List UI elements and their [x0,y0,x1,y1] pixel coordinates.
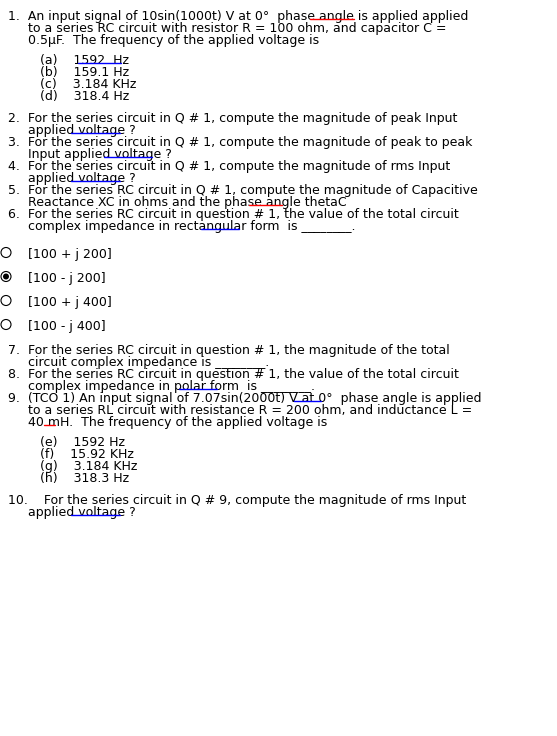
Text: [100 + j 200]: [100 + j 200] [28,248,112,261]
Text: 7.  For the series RC circuit in question # 1, the magnitude of the total: 7. For the series RC circuit in question… [8,344,449,357]
Text: (f)    15.92 KHz: (f) 15.92 KHz [40,448,134,461]
Text: 6.  For the series RC circuit in question # 1, the value of the total circuit: 6. For the series RC circuit in question… [8,208,459,221]
Text: 4.  For the series circuit in Q # 1, compute the magnitude of rms Input: 4. For the series circuit in Q # 1, comp… [8,160,450,173]
Text: 5.  For the series RC circuit in Q # 1, compute the magnitude of Capacitive: 5. For the series RC circuit in Q # 1, c… [8,184,478,197]
Text: 9.  (TCO 1) An input signal of 7.07sin(2000t) V at 0°  phase angle is applied: 9. (TCO 1) An input signal of 7.07sin(20… [8,392,481,405]
Text: applied voltage ?: applied voltage ? [28,506,136,519]
Text: (h)    318.3 Hz: (h) 318.3 Hz [40,472,129,485]
Text: (a)    1592  Hz: (a) 1592 Hz [40,54,129,67]
Circle shape [3,274,9,280]
Text: 2.  For the series circuit in Q # 1, compute the magnitude of peak Input: 2. For the series circuit in Q # 1, comp… [8,112,457,125]
Text: 10.    For the series circuit in Q # 9, compute the magnitude of rms Input: 10. For the series circuit in Q # 9, com… [8,494,466,507]
Text: 0.5μF.  The frequency of the applied voltage is: 0.5μF. The frequency of the applied volt… [28,34,319,47]
Text: complex impedance in polar form  is ________.: complex impedance in polar form is _____… [28,380,315,393]
Text: [100 - j 400]: [100 - j 400] [28,320,106,333]
Text: 1.  An input signal of 10sin(1000t) V at 0°  phase angle is applied applied: 1. An input signal of 10sin(1000t) V at … [8,10,468,23]
Text: [100 + j 400]: [100 + j 400] [28,296,112,309]
Text: (e)    1592 Hz: (e) 1592 Hz [40,436,125,449]
Text: applied voltage ?: applied voltage ? [28,172,136,185]
Text: Input applied voltage ?: Input applied voltage ? [28,148,172,161]
Text: 40 mH.  The frequency of the applied voltage is: 40 mH. The frequency of the applied volt… [28,416,328,429]
Text: to a series RC circuit with resistor R = 100 ohm, and capacitor C =: to a series RC circuit with resistor R =… [28,22,447,35]
Text: applied voltage ?: applied voltage ? [28,124,136,137]
Text: 8.  For the series RC circuit in question # 1, the value of the total circuit: 8. For the series RC circuit in question… [8,368,459,381]
Text: (c)    3.184 KHz: (c) 3.184 KHz [40,78,136,91]
Text: (b)    159.1 Hz: (b) 159.1 Hz [40,66,129,79]
Text: 3.  For the series circuit in Q # 1, compute the magnitude of peak to peak: 3. For the series circuit in Q # 1, comp… [8,136,472,149]
Text: (g)    3.184 KHz: (g) 3.184 KHz [40,460,138,473]
Text: Reactance XC in ohms and the phase angle thetaC: Reactance XC in ohms and the phase angle… [28,196,346,209]
Text: (d)    318.4 Hz: (d) 318.4 Hz [40,90,129,103]
Text: to a series RL circuit with resistance R = 200 ohm, and inductance L =: to a series RL circuit with resistance R… [28,404,472,417]
Text: circuit complex impedance is ________.: circuit complex impedance is ________. [28,356,269,369]
Text: complex impedance in rectangular form  is ________.: complex impedance in rectangular form is… [28,220,355,233]
Text: [100 - j 200]: [100 - j 200] [28,272,106,285]
